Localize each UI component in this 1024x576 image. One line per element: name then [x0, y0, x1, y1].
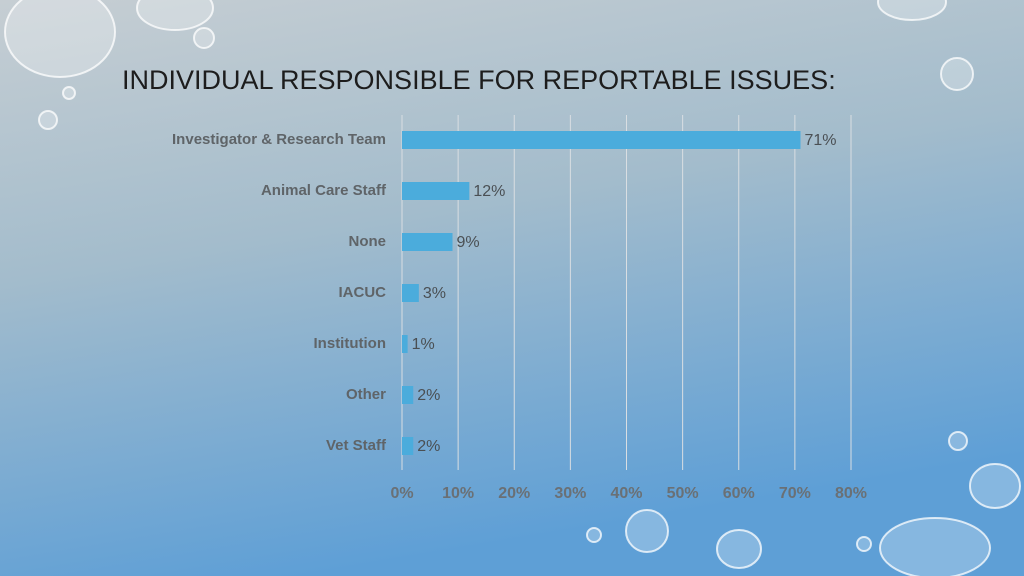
- bar: [402, 386, 414, 404]
- x-tick-label: 30%: [554, 485, 586, 502]
- bar: [402, 233, 453, 251]
- value-label: 1%: [412, 336, 435, 353]
- decoration: [4, 0, 1021, 576]
- bar: [402, 284, 419, 302]
- value-label: 2%: [417, 438, 440, 455]
- x-tick-label: 70%: [779, 485, 811, 502]
- y-tick-label: Animal Care Staff: [261, 182, 387, 199]
- bar: [402, 335, 408, 353]
- x-tick-label: 10%: [442, 485, 474, 502]
- x-tick-label: 20%: [498, 485, 530, 502]
- y-tick-label: IACUC: [339, 284, 387, 301]
- value-label: 12%: [473, 183, 505, 200]
- bar: [402, 131, 801, 149]
- x-tick-label: 40%: [610, 485, 642, 502]
- value-label: 3%: [423, 285, 446, 302]
- y-tick-label: Institution: [314, 335, 386, 352]
- bar: [402, 437, 414, 455]
- x-tick-label: 60%: [723, 485, 755, 502]
- value-label: 9%: [457, 234, 480, 251]
- bar: [402, 182, 470, 200]
- y-tick-label: Investigator & Research Team: [172, 131, 386, 148]
- y-tick-label: None: [349, 233, 387, 250]
- y-tick-label: Vet Staff: [326, 437, 387, 454]
- value-label: 2%: [417, 387, 440, 404]
- x-tick-label: 0%: [390, 485, 413, 502]
- x-tick-label: 80%: [835, 485, 867, 502]
- value-label: 71%: [804, 132, 836, 149]
- chart-title: INDIVIDUAL RESPONSIBLE FOR REPORTABLE IS…: [122, 65, 836, 95]
- x-tick-label: 50%: [667, 485, 699, 502]
- y-tick-label: Other: [346, 386, 386, 403]
